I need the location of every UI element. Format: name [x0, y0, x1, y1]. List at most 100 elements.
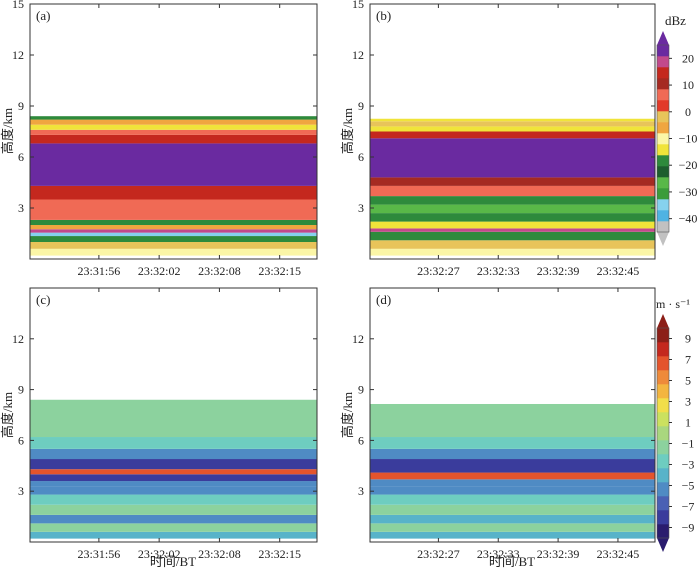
- layer-band: [370, 448, 655, 460]
- colorbar-tick-label: 3: [685, 395, 691, 409]
- y-tick-label: 12: [12, 48, 24, 62]
- colorbar-swatch: [657, 426, 669, 441]
- colorbar-tick-label: 20: [682, 51, 694, 65]
- layer-band: [370, 221, 655, 229]
- colorbar-swatch: [657, 111, 669, 123]
- y-tick-label: 3: [358, 484, 364, 498]
- y-tick-label: 3: [18, 484, 24, 498]
- layer-band: [370, 121, 655, 127]
- colorbar-swatch: [657, 384, 669, 399]
- colorbar-swatch: [657, 177, 669, 189]
- layer-band: [30, 242, 317, 249]
- layer-band: [370, 437, 655, 449]
- colorbar-swatch: [657, 524, 669, 539]
- panel-c-y-axis-label: 高度/km: [0, 392, 15, 438]
- y-tick-label: 3: [18, 201, 24, 215]
- y-tick-label: 9: [18, 99, 24, 113]
- colorbar-tick-label: −3: [682, 458, 695, 472]
- colorbar-swatch: [657, 454, 669, 469]
- layer-band: [370, 494, 655, 505]
- y-tick-label: 12: [352, 48, 364, 62]
- layer-band: [370, 504, 655, 515]
- colorbar-swatch: [657, 398, 669, 413]
- layer-band: [30, 448, 317, 460]
- layer-band: [30, 494, 317, 505]
- layer-band: [30, 225, 317, 230]
- layer-band: [370, 204, 655, 214]
- layer-band: [30, 219, 317, 225]
- layer-band: [370, 185, 655, 197]
- layer-band: [370, 131, 655, 139]
- x-tick-label: 23:32:08: [198, 264, 241, 278]
- panel-c-x-ticks: 23:31:56 23:32:02 23:32:08 23:32:15: [78, 288, 301, 561]
- panel-a: 3 6 9 12 15 23:31:56 23:32:02 23:32:08 23:32:15…: [0, 0, 318, 278]
- layer-band: [30, 486, 317, 495]
- panel-b-y-ticks: 3 6 9 12 15: [352, 0, 655, 215]
- colorbar-min-triangle: [657, 232, 669, 246]
- colorbar-swatch: [657, 166, 669, 178]
- y-tick-label: 3: [358, 201, 364, 215]
- x-tick-label: 23:32:45: [597, 264, 640, 278]
- colorbar-swatch: [657, 356, 669, 371]
- colorbar-tick-label: −30: [679, 185, 698, 199]
- colorbar-swatch: [657, 210, 669, 222]
- colorbar-swatch: [657, 199, 669, 211]
- x-tick-label: 23:32:08: [198, 547, 241, 561]
- colorbar-frame: [656, 327, 670, 539]
- colorbar-tick-label: −1: [682, 437, 695, 451]
- y-tick-label: 6: [358, 150, 364, 164]
- colorbar-swatch: [657, 188, 669, 200]
- layer-band: [30, 248, 317, 256]
- panel-a-plot-area: [30, 116, 317, 256]
- colorbar-swatch: [657, 370, 669, 385]
- y-tick-label: 9: [358, 383, 364, 397]
- y-tick-label: 6: [18, 150, 24, 164]
- reflectivity-colorbar: −40 −30 −20 −10 0 10 20 dBz: [656, 13, 698, 246]
- colorbar-tick-label: −20: [679, 158, 698, 172]
- layer-band: [30, 523, 317, 532]
- panel-c-x-axis-label: 时间/BT: [150, 554, 196, 569]
- panel-a-label: (a): [36, 8, 50, 23]
- panel-b-y-axis-label: 高度/km: [340, 108, 355, 154]
- y-tick-label: 6: [18, 433, 24, 447]
- panel-c-label: (c): [36, 292, 50, 307]
- x-tick-label: 23:32:33: [477, 264, 520, 278]
- panel-b-label: (b): [376, 8, 391, 23]
- y-tick-label: 9: [18, 383, 24, 397]
- panel-a-y-axis-label: 高度/km: [0, 108, 15, 154]
- colorbar-tick-label: 10: [682, 78, 694, 92]
- colorbar-swatch: [657, 133, 669, 145]
- layer-band: [30, 129, 317, 135]
- colorbar-swatch: [657, 412, 669, 427]
- layer-band: [30, 185, 317, 200]
- colorbar-swatch: [657, 328, 669, 343]
- layer-band: [30, 531, 317, 539]
- layer-band: [370, 248, 655, 256]
- layer-band: [30, 208, 317, 220]
- colorbar-swatch: [657, 440, 669, 455]
- colorbar-swatch: [657, 67, 669, 79]
- panel-d-y-ticks: 3 6 9 12: [352, 332, 655, 498]
- layer-band: [370, 228, 655, 232]
- panel-d-y-axis-label: 高度/km: [340, 392, 355, 438]
- colorbar-swatch: [657, 144, 669, 156]
- layer-band: [30, 437, 317, 449]
- layer-band: [370, 486, 655, 495]
- colorbar-tick-label: −9: [682, 521, 695, 535]
- y-tick-label: 12: [12, 332, 24, 346]
- layer-band: [30, 229, 317, 233]
- x-tick-label: 23:32:27: [417, 547, 460, 561]
- panel-d-x-axis-label: 时间/BT: [489, 554, 535, 569]
- layer-band: [30, 481, 317, 487]
- panel-d: 3 6 9 12 23:32:27 23:32:33 23:32:39 23:32:45 (…: [340, 287, 656, 569]
- layer-band: [30, 116, 317, 120]
- x-tick-label: 23:32:02: [138, 547, 181, 561]
- layer-band: [370, 459, 655, 473]
- layer-band: [370, 479, 655, 487]
- layer-band: [370, 177, 655, 186]
- colorbar-swatch: [657, 221, 669, 233]
- colorbar-max-triangle: [657, 314, 669, 328]
- panel-c: 3 6 9 12 23:31:56 23:32:02 23:32:08 23:32:15 (…: [0, 287, 318, 569]
- layer-band: [370, 472, 655, 480]
- layer-band: [370, 523, 655, 532]
